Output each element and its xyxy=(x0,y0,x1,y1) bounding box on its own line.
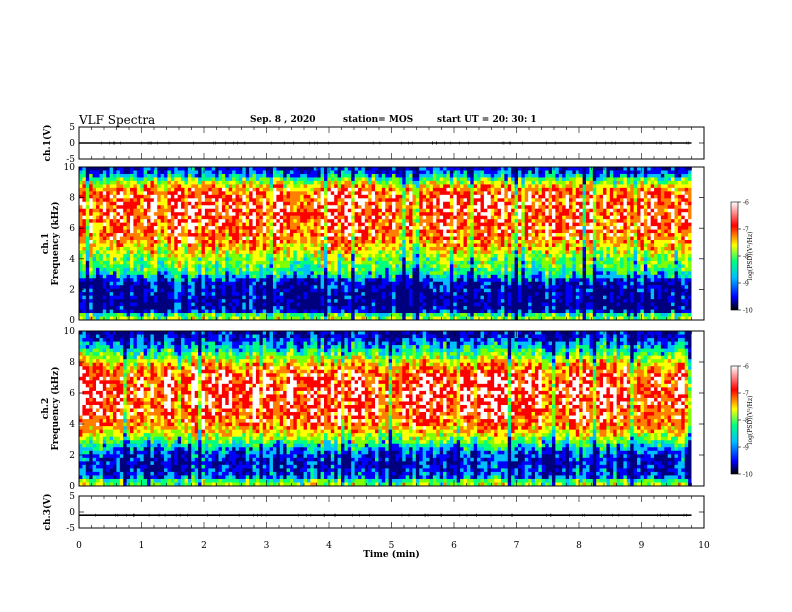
x-tick-label: 10 xyxy=(698,541,710,551)
x-tick-label: 4 xyxy=(326,541,332,551)
y-tick-label: 8 xyxy=(69,358,75,368)
x-tick-label: 5 xyxy=(389,541,395,551)
y-tick-label: 6 xyxy=(69,389,75,399)
colorbar-label: log(PSD)(V²/Hz) xyxy=(747,396,754,445)
colorbar-tick-label: -8 xyxy=(743,254,749,261)
colorbar-tick-label: -6 xyxy=(743,200,749,207)
start-time-label: start UT = 20: 30: 1 xyxy=(437,115,537,125)
panel-3: -6 -7 -8 -9 -10 log(PSD)(V²/Hz) 0 2 4 6 8 10 ch.2 Fre… xyxy=(41,327,754,492)
chart-title: VLF Spectra xyxy=(79,113,156,127)
y-tick-label: 4 xyxy=(69,420,75,430)
y-tick-label: 5 xyxy=(69,492,75,502)
y-tick-label: 8 xyxy=(69,194,75,204)
colorbar-tick-label: -6 xyxy=(743,364,749,371)
y-tick-label: 10 xyxy=(64,163,76,173)
y-axis-label: ch.1(V) xyxy=(42,125,53,162)
panel-2: -6 -7 -8 -9 -10 log(PSD)(V²/Hz) 0 2 4 6 8 10 ch.1 Fre… xyxy=(41,163,754,326)
colorbar-tick-label: -8 xyxy=(743,418,749,425)
y-tick-label: 0 xyxy=(69,139,75,149)
colorbar-label: log(PSD)(V²/Hz) xyxy=(747,232,754,281)
x-tick-label: 7 xyxy=(514,541,520,551)
y-tick-label: 5 xyxy=(69,123,75,133)
y-axis-label: ch.3(V) xyxy=(42,494,53,531)
colorbar-tick-label: -10 xyxy=(743,308,753,315)
y-tick-label: 2 xyxy=(69,285,75,295)
x-tick-label: 1 xyxy=(139,541,145,551)
colorbar-ch1: -6 -7 -8 -9 -10 log(PSD)(V²/Hz) xyxy=(730,200,754,315)
x-tick-label: 9 xyxy=(639,541,645,551)
panel-1: 5 0 -5 ch.1(V) xyxy=(42,123,705,165)
colorbar-tick-label: -10 xyxy=(743,472,753,479)
y-tick-label: 4 xyxy=(69,255,75,265)
y-axis-label: Frequency (kHz) xyxy=(50,366,61,450)
colorbar-ch2: -6 -7 -8 -9 -10 log(PSD)(V²/Hz) xyxy=(730,364,754,479)
y-tick-label: 0 xyxy=(69,508,75,518)
colorbar-tick-label: -9 xyxy=(743,445,749,452)
x-tick-label: 0 xyxy=(76,541,82,551)
y-tick-label: -5 xyxy=(66,524,75,534)
x-tick-label: 3 xyxy=(264,541,270,551)
spectrogram-ch1 xyxy=(79,167,704,321)
colorbar-tick-label: -9 xyxy=(743,281,749,288)
x-axis-label: Time (min) xyxy=(363,549,420,560)
colorbar-tick-label: -7 xyxy=(743,391,749,398)
y-tick-label: 10 xyxy=(64,327,76,337)
x-tick-label: 2 xyxy=(201,541,207,551)
y-tick-label: -5 xyxy=(66,155,75,165)
y-tick-label: 2 xyxy=(69,451,75,461)
y-axis-label: Frequency (kHz) xyxy=(50,201,61,285)
colorbar-tick-label: -7 xyxy=(743,227,749,234)
y-tick-label: 0 xyxy=(69,316,75,326)
y-tick-label: 0 xyxy=(69,482,75,492)
x-tick-label: 8 xyxy=(576,541,582,551)
y-axis-label: ch.2 xyxy=(41,398,51,419)
y-tick-label: 6 xyxy=(69,224,75,234)
spectrogram-ch2 xyxy=(79,331,704,487)
y-axis-label: ch.1 xyxy=(41,233,51,254)
date-label: Sep. 8 , 2020 xyxy=(250,115,316,125)
station-label: station= MOS xyxy=(343,115,414,125)
x-tick-label: 6 xyxy=(451,541,457,551)
